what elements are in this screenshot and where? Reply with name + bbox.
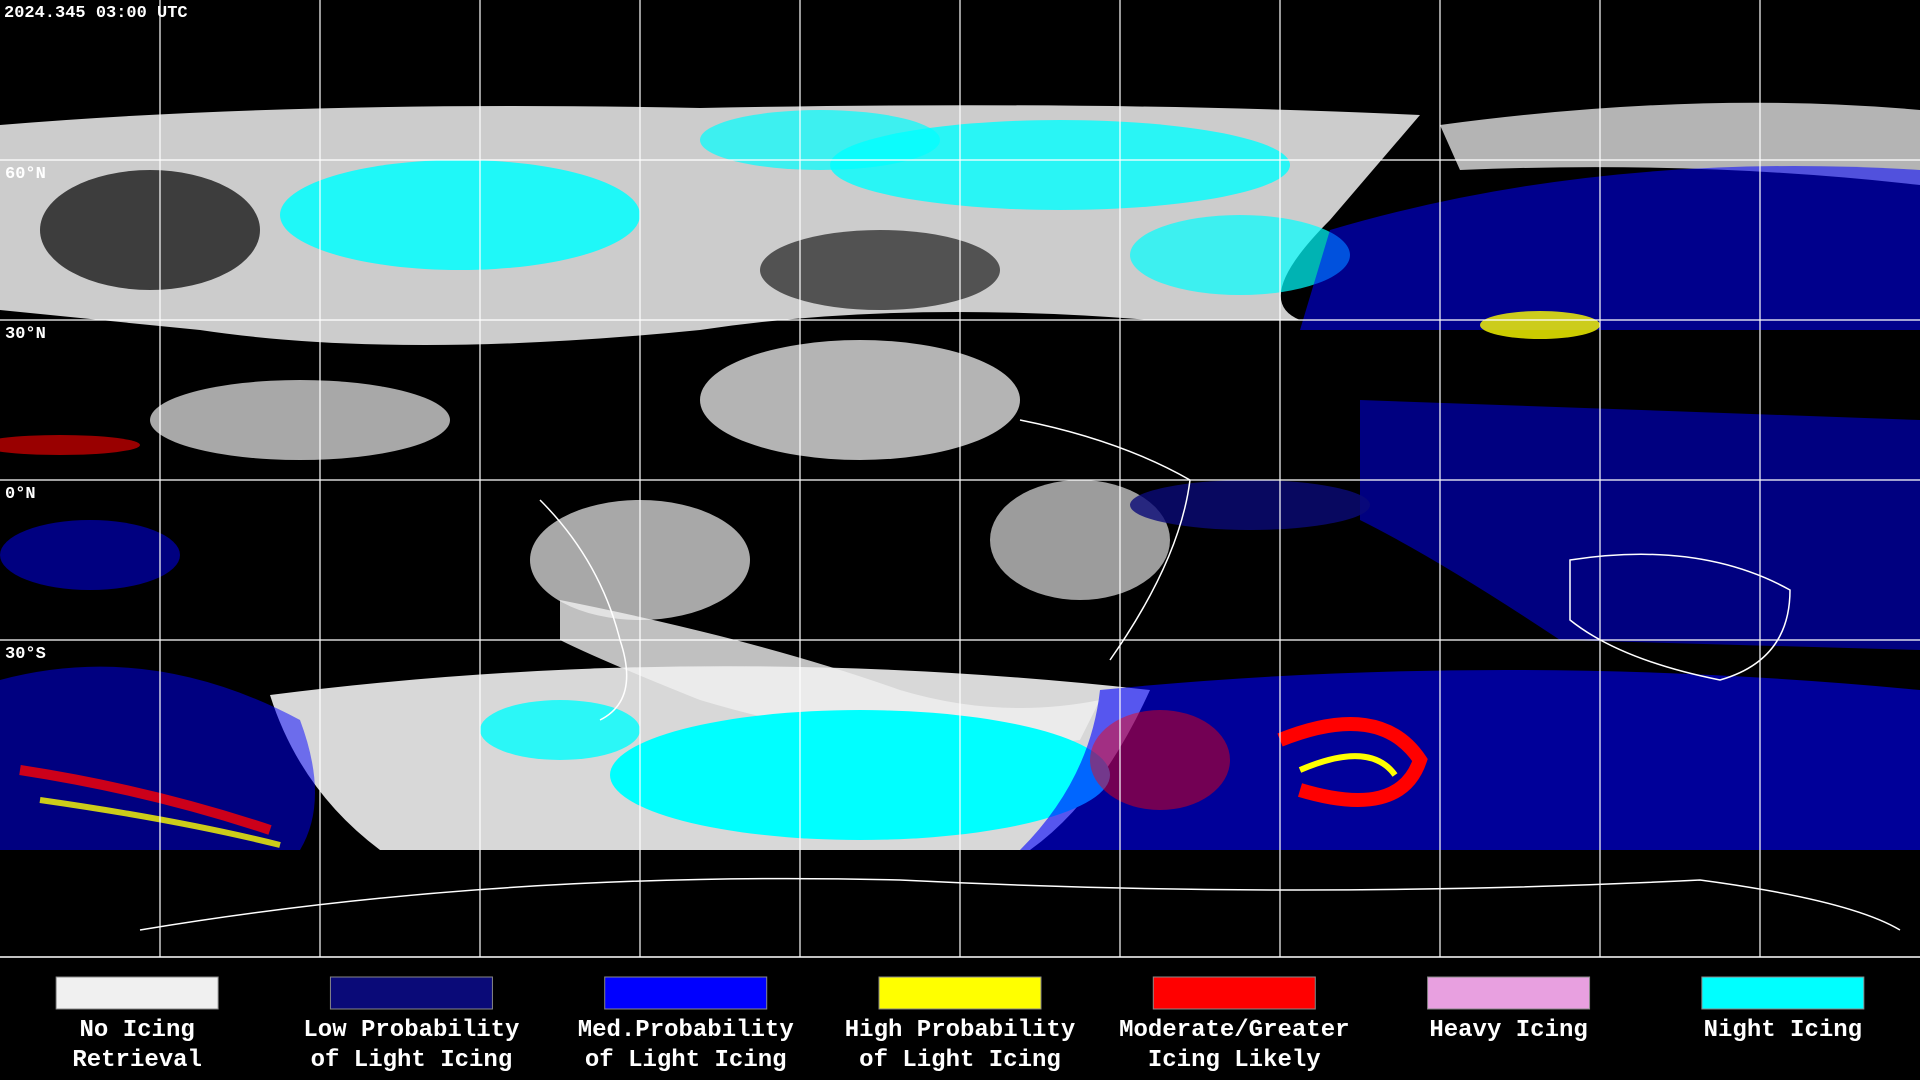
- icing-area: [19, 765, 272, 835]
- icing-area: [1130, 480, 1370, 530]
- night-icing-area: [700, 110, 940, 170]
- icing-area: [1360, 400, 1920, 650]
- night-icing-area: [830, 120, 1290, 210]
- legend-label: of Light Icing: [585, 1047, 787, 1074]
- latitude-label: 30°S: [5, 645, 46, 664]
- legend-label: Icing Likely: [1148, 1047, 1321, 1074]
- cloud-area: [150, 380, 450, 460]
- legend-swatch: [1427, 976, 1591, 1010]
- icing-area: [1480, 311, 1600, 339]
- icing-area: [1300, 166, 1920, 330]
- graticule: 60°N 30°N 0°N 30°S: [0, 0, 1920, 958]
- night-icing-area: [280, 160, 640, 270]
- icing-area: [1277, 717, 1428, 807]
- latitude-label: 60°N: [5, 165, 46, 184]
- icing-area: [1298, 753, 1398, 777]
- legend: No Icing Retrieval Low Probability of Light…: [55, 976, 1865, 1074]
- latitude-label: 0°N: [5, 485, 36, 504]
- legend-label: High Probability: [845, 1017, 1075, 1044]
- coastline: [539, 499, 628, 721]
- legend-swatch: [1152, 976, 1316, 1010]
- legend-label: Retrieval: [72, 1047, 202, 1074]
- timestamp: 2024.345 03:00 UTC: [4, 4, 188, 23]
- legend-label: Low Probability: [303, 1017, 519, 1044]
- legend-label: of Light Icing: [859, 1047, 1061, 1074]
- night-icing-area: [480, 700, 640, 760]
- cloud-area: [990, 480, 1170, 600]
- legend-swatch: [55, 976, 219, 1010]
- legend-label: Night Icing: [1704, 1017, 1862, 1044]
- night-icing-area: [610, 710, 1110, 840]
- icing-area: [1090, 710, 1230, 810]
- legend-label: Heavy Icing: [1429, 1017, 1587, 1044]
- clear-area: [40, 170, 260, 290]
- clear-area: [760, 230, 1000, 310]
- cloud-area: [700, 340, 1020, 460]
- legend-swatch: [878, 976, 1042, 1010]
- legend-label: No Icing: [80, 1017, 195, 1044]
- map-layer: [0, 102, 1920, 931]
- legend-swatch: [604, 976, 768, 1010]
- icing-area: [1020, 670, 1920, 850]
- legend-label: Med.Probability: [578, 1017, 794, 1044]
- icing-area: [0, 435, 140, 455]
- night-icing-area: [1130, 215, 1350, 295]
- icing-area: [39, 797, 281, 848]
- legend-label: Moderate/Greater: [1119, 1017, 1349, 1044]
- icing-area: [0, 520, 180, 590]
- legend-label: of Light Icing: [311, 1047, 513, 1074]
- cloud-area: [1440, 102, 1920, 185]
- legend-swatch: [1701, 976, 1865, 1010]
- latitude-label: 30°N: [5, 325, 46, 344]
- coastline: [139, 877, 1901, 931]
- legend-swatch: [329, 976, 493, 1010]
